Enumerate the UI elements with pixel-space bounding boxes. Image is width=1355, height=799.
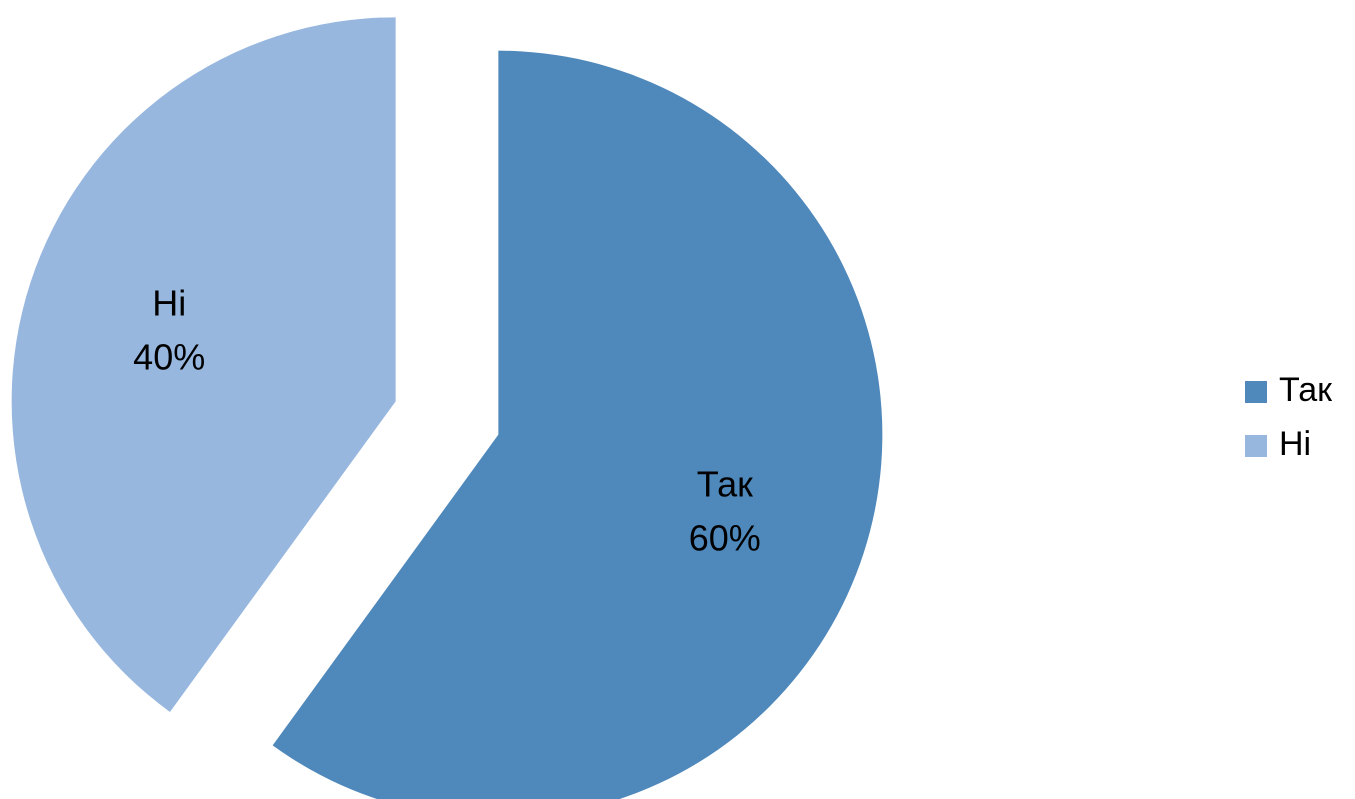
legend: Так Ні xyxy=(1245,371,1333,463)
pie-data-label-category: Ні xyxy=(152,283,186,324)
pie-data-label-category: Так xyxy=(697,463,753,504)
pie-slice-1 xyxy=(272,50,883,799)
legend-swatch-2 xyxy=(1245,435,1267,457)
legend-swatch-1 xyxy=(1245,381,1267,403)
legend-label-1: Так xyxy=(1279,371,1333,409)
pie-data-labels: Так 60% Ні 40% xyxy=(133,283,761,559)
pie-slices xyxy=(11,17,883,799)
pie-data-label-value: 60% xyxy=(689,517,761,558)
pie-data-label-1: Так 60% xyxy=(689,463,761,558)
pie-data-label-value: 40% xyxy=(133,337,205,378)
pie-slice-2 xyxy=(11,17,396,712)
legend-label-2: Ні xyxy=(1279,425,1311,463)
pie-data-label-2: Ні 40% xyxy=(133,283,205,378)
